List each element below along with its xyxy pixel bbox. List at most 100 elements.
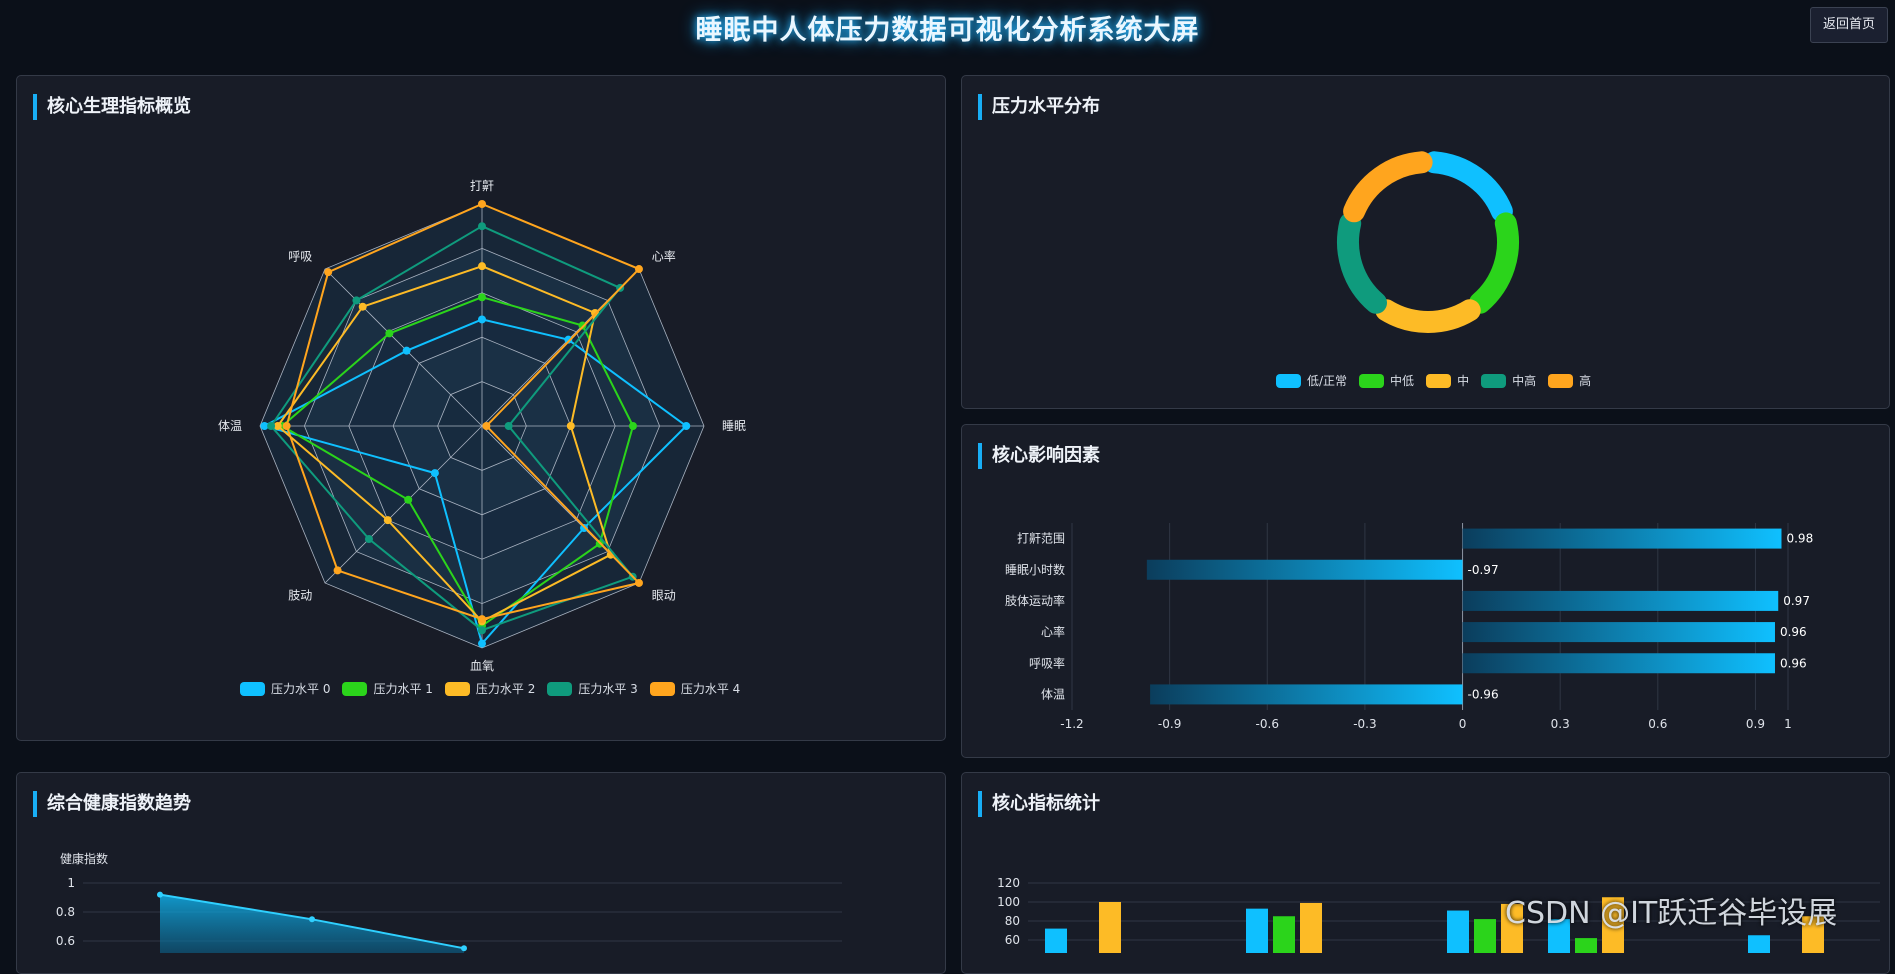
factor-bar [1146,559,1463,580]
radar-axis [324,268,483,427]
stats-bar [1447,910,1469,953]
stats-bar [1575,938,1597,953]
stats-chart: 120 100 80 60 [997,876,1880,953]
y-tick-label: 60 [1005,933,1020,947]
donut-chart [1337,151,1519,334]
legend-label: 压力水平 4 [680,682,741,696]
radar-point [333,566,342,575]
donut-panel: 压力水平分布 低/正常 中低 中 中高 高 [961,75,1890,409]
factor-label: 打鼾范围 [1017,531,1065,546]
trend-point [309,916,315,923]
home-button[interactable]: 返回首页 [1810,7,1888,43]
x-tick-label: 0.6 [1648,717,1667,731]
factor-label: 心率 [1041,624,1065,639]
donut-slice [1343,151,1433,223]
radar-point [578,321,587,330]
trend-panel: 综合健康指数趋势 健康指数 1 0.8 0.6 [16,772,946,974]
factor-value-label: 0.96 [1780,625,1807,639]
legend-swatch [342,681,368,696]
stats-bar [1602,897,1624,953]
radar-axis [324,425,483,584]
radar-indicator-label: 体温 [218,419,242,433]
radar-point [358,302,367,311]
legend-item[interactable]: 中低 [1359,372,1414,389]
factor-value-label: -0.97 [1468,563,1499,577]
radar-point [385,329,394,338]
factor-label: 体温 [1041,687,1065,701]
legend-label: 压力水平 1 [373,682,433,696]
x-tick-label: 0.9 [1746,717,1765,731]
radar-point [682,422,691,430]
factor-bar [1150,684,1463,705]
radar-indicator-label: 眼动 [652,589,676,603]
radar-point [273,422,282,430]
panel-title-radar: 核心生理指标概览 [33,94,191,120]
legend-item[interactable]: 中高 [1481,372,1536,389]
legend-label: 压力水平 3 [578,682,638,696]
factor-label: 肢体运动率 [1005,593,1065,608]
legend-item[interactable]: 压力水平 4 [649,680,741,697]
stats-bar [1300,902,1322,953]
radar-indicator-label: 打鼾 [470,178,494,193]
factor-value-label: 0.98 [1786,532,1813,546]
factors-chart: -1.2 -0.9 -0.6 -0.3 0 0.3 0.6 0.9 1 体温 -0.96 呼吸率 0.9… [1005,523,1813,731]
panel-title-donut: 压力水平分布 [978,94,1100,120]
legend-label: 中高 [1512,374,1537,388]
radar-indicator-label: 睡眠 [722,419,746,433]
donut-slice [1423,151,1513,223]
legend-swatch [1359,373,1385,388]
y-tick-label: 80 [1005,914,1020,928]
donut-slice [1375,299,1481,334]
radar-indicator-label: 肢动 [288,588,312,603]
legend-item[interactable]: 高 [1548,372,1591,389]
donut-slice [1469,212,1519,314]
legend-item[interactable]: 压力水平 2 [444,680,535,697]
stats-bar [1246,908,1268,953]
radar-point [430,469,439,478]
legend-swatch [649,681,675,696]
radar-point [478,262,486,271]
factor-label: 呼吸率 [1029,655,1065,670]
x-tick-label: -1.2 [1060,717,1083,731]
panel-title-trend: 综合健康指数趋势 [33,791,191,817]
legend-swatch [1481,373,1507,388]
radar-point [564,335,573,344]
page-title: 睡眠中人体压力数据可视化分析系统大屏 [695,15,1200,46]
x-tick-label: 1 [1784,717,1792,731]
factor-value-label: -0.96 [1468,687,1499,701]
radar-point [478,293,486,302]
radar-point [566,422,575,430]
x-tick-label: -0.3 [1353,717,1376,731]
legend-item[interactable]: 中 [1426,372,1469,389]
legend-label: 高 [1579,374,1592,388]
legend-swatch [547,681,573,696]
legend-item[interactable]: 压力水平 0 [240,680,330,697]
stats-bar [1748,935,1770,953]
trend-point [157,891,163,898]
radar-point [260,422,269,430]
legend-item[interactable]: 低/正常 [1276,372,1347,389]
trend-chart: 健康指数 1 0.8 0.6 [56,851,842,953]
radar-point [580,524,589,533]
y-tick-label: 1 [67,876,75,890]
radar-indicator-label: 血氧 [470,659,494,673]
legend-item[interactable]: 压力水平 3 [547,680,638,697]
y-tick-label: 100 [997,895,1020,909]
radar-point [383,516,392,525]
donut-slice [1337,212,1387,314]
factor-bar [1462,590,1779,611]
y-axis-title: 健康指数 [60,851,108,866]
radar-point [404,495,413,504]
legend-swatch [1426,373,1452,388]
x-tick-label: 0.3 [1551,717,1570,731]
radar-point [324,268,333,277]
stats-bar [1474,919,1496,953]
factor-bar [1462,528,1782,549]
radar-point [634,265,643,274]
donut-legend: 低/正常 中低 中 中高 高 [1276,372,1603,389]
factors-panel: 核心影响因素 -1.2 -0.9 -0.6 -0.3 0 0.3 0.6 0.9 1 体温 -0.9… [961,424,1890,758]
legend-label: 中低 [1390,374,1415,388]
radar-point [364,535,373,544]
legend-item[interactable]: 压力水平 1 [342,680,433,697]
